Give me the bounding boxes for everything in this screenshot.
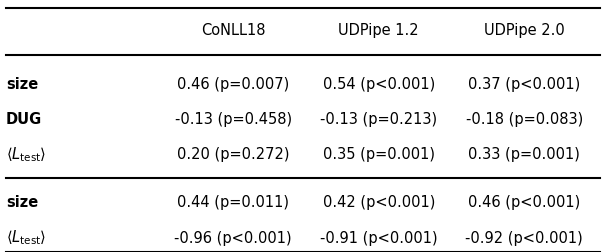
Text: 0.33 (p=0.001): 0.33 (p=0.001) xyxy=(468,147,580,163)
Text: 0.35 (p=0.001): 0.35 (p=0.001) xyxy=(323,147,435,163)
Text: $\langle L_\mathrm{test}\rangle$: $\langle L_\mathrm{test}\rangle$ xyxy=(6,146,47,164)
Text: -0.13 (p=0.213): -0.13 (p=0.213) xyxy=(320,112,438,127)
Text: 0.54 (p<0.001): 0.54 (p<0.001) xyxy=(322,77,435,92)
Text: CoNLL18: CoNLL18 xyxy=(201,23,265,38)
Text: size: size xyxy=(6,195,38,210)
Text: -0.91 (p<0.001): -0.91 (p<0.001) xyxy=(320,231,438,246)
Text: DUG: DUG xyxy=(6,112,42,127)
Text: 0.42 (p<0.001): 0.42 (p<0.001) xyxy=(322,195,435,210)
Text: -0.18 (p=0.083): -0.18 (p=0.083) xyxy=(465,112,583,127)
Text: -0.96 (p<0.001): -0.96 (p<0.001) xyxy=(175,231,292,246)
Text: 0.46 (p=0.007): 0.46 (p=0.007) xyxy=(177,77,290,92)
Text: -0.92 (p<0.001): -0.92 (p<0.001) xyxy=(465,231,583,246)
Text: -0.13 (p=0.458): -0.13 (p=0.458) xyxy=(175,112,292,127)
Text: $\langle L_\mathrm{test}\rangle$: $\langle L_\mathrm{test}\rangle$ xyxy=(6,229,47,247)
Text: 0.46 (p<0.001): 0.46 (p<0.001) xyxy=(468,195,581,210)
Text: UDPipe 1.2: UDPipe 1.2 xyxy=(338,23,419,38)
Text: UDPipe 2.0: UDPipe 2.0 xyxy=(484,23,565,38)
Text: 0.44 (p=0.011): 0.44 (p=0.011) xyxy=(178,195,289,210)
Text: 0.20 (p=0.272): 0.20 (p=0.272) xyxy=(177,147,290,163)
Text: size: size xyxy=(6,77,38,92)
Text: 0.37 (p<0.001): 0.37 (p<0.001) xyxy=(468,77,581,92)
